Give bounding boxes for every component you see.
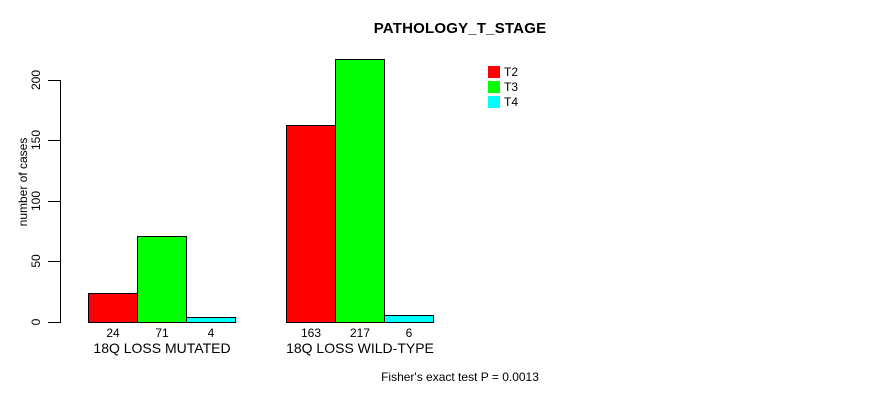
- bar-t3-1: [137, 236, 187, 323]
- y-axis-tick: [48, 201, 60, 202]
- y-axis-tick: [48, 140, 60, 141]
- legend-label: T2: [504, 64, 519, 79]
- bar-t4-1: [186, 317, 236, 323]
- bar-value-label: 4: [207, 326, 215, 340]
- bar-value-label: 71: [155, 326, 169, 340]
- legend-item-t4: T4: [488, 94, 518, 109]
- y-axis-line: [60, 80, 61, 323]
- bar-t3-2: [335, 59, 385, 323]
- bar-t2-2: [286, 125, 336, 323]
- legend-swatch-icon: [488, 95, 500, 108]
- y-axis-tick: [48, 80, 60, 81]
- legend-swatch-icon: [488, 80, 500, 93]
- bar-value-label: 24: [106, 326, 120, 340]
- y-axis-tick: [48, 322, 60, 323]
- y-axis-tick-label: 150: [29, 129, 43, 151]
- chart-title: PATHOLOGY_T_STAGE: [373, 20, 547, 37]
- bar-t2-1: [88, 293, 138, 323]
- y-axis-tick-label: 0: [29, 318, 43, 326]
- legend-label: T4: [504, 94, 519, 109]
- legend: T2 T3 T4: [488, 64, 518, 109]
- y-axis-tick-label: 50: [29, 254, 43, 268]
- legend-item-t3: T3: [488, 79, 518, 94]
- stat-test-note: Fisher's exact test P = 0.0013: [381, 370, 539, 384]
- legend-label: T3: [504, 79, 519, 94]
- legend-item-t2: T2: [488, 64, 518, 79]
- category-label: 18Q LOSS MUTATED: [93, 340, 231, 356]
- bar-value-label: 6: [405, 326, 413, 340]
- legend-swatch-icon: [488, 65, 500, 78]
- y-axis-tick-label: 100: [29, 190, 43, 212]
- y-axis-tick-label: 200: [29, 69, 43, 91]
- bar-t4-2: [384, 315, 434, 323]
- y-axis-tick: [48, 261, 60, 262]
- bar-value-label: 163: [300, 326, 322, 340]
- bar-value-label: 217: [349, 326, 371, 340]
- category-label: 18Q LOSS WILD-TYPE: [286, 340, 434, 356]
- y-axis-label: number of cases: [16, 137, 30, 227]
